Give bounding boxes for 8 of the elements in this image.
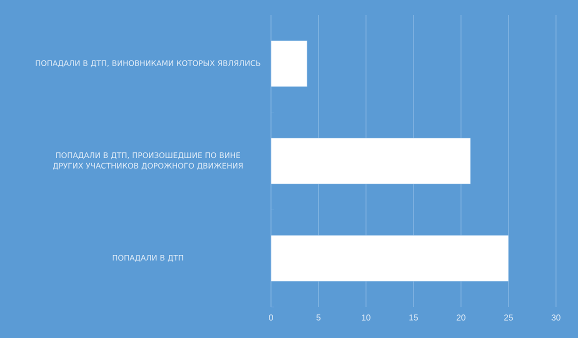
x-tick-label: 25 (504, 314, 513, 321)
x-tick-label: 10 (362, 314, 370, 321)
x-tick-label: 5 (316, 314, 321, 320)
x-tick-label: 20 (456, 314, 466, 321)
x-tick-label: 15 (409, 314, 418, 320)
bar (271, 40, 308, 87)
x-tick-label: 0 (268, 314, 274, 321)
x-tick-label: 30 (552, 314, 560, 321)
